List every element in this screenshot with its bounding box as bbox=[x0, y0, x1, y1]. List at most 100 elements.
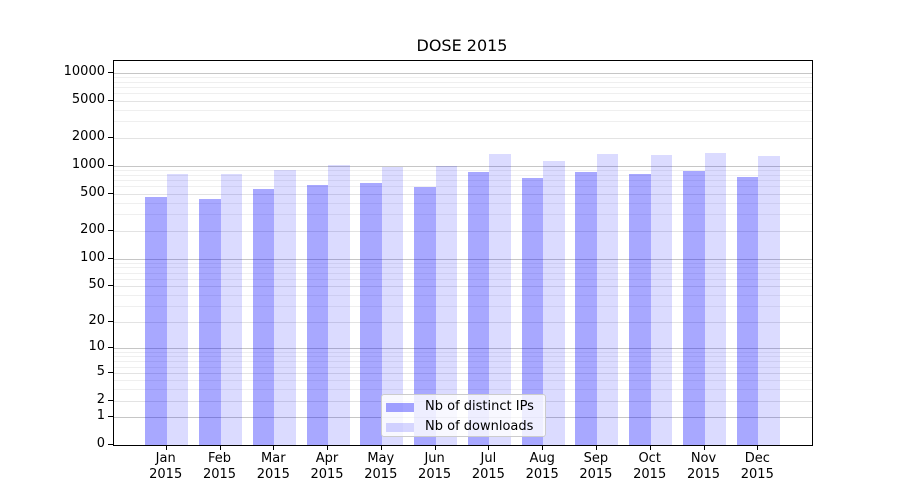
gridline bbox=[114, 214, 812, 216]
x-tick-mark bbox=[165, 445, 167, 450]
y-tick-mark bbox=[108, 136, 113, 138]
x-tick-label: Jul 2015 bbox=[471, 451, 505, 482]
gridline bbox=[114, 193, 812, 195]
gridline bbox=[114, 100, 812, 102]
bar-downloads bbox=[596, 153, 619, 445]
gridline bbox=[114, 93, 812, 95]
gridline bbox=[114, 267, 812, 269]
bar-distinct-ips bbox=[145, 197, 167, 445]
y-tick-label: 500 bbox=[80, 184, 105, 200]
y-tick-label: 1000 bbox=[71, 156, 105, 172]
y-tick-mark bbox=[108, 71, 113, 73]
bar-distinct-ips bbox=[683, 171, 705, 445]
gridline bbox=[114, 352, 812, 354]
y-tick-mark bbox=[108, 257, 113, 259]
y-tick-label: 1 bbox=[96, 408, 105, 424]
plot-area: Nb of distinct IPs Nb of downloads bbox=[113, 60, 813, 446]
gridline bbox=[114, 380, 812, 382]
gridline bbox=[114, 180, 812, 182]
gridline bbox=[114, 278, 812, 280]
y-tick-mark bbox=[108, 371, 113, 373]
x-tick-label: Dec 2015 bbox=[740, 451, 774, 482]
y-tick-label: 200 bbox=[80, 221, 105, 237]
gridline bbox=[114, 366, 812, 368]
x-tick-label: May 2015 bbox=[364, 451, 398, 482]
legend-label-downloads: Nb of downloads bbox=[425, 419, 534, 434]
bar-downloads bbox=[166, 174, 189, 445]
y-tick-label: 0 bbox=[96, 436, 105, 452]
x-tick-mark bbox=[327, 445, 328, 450]
y-tick-mark bbox=[108, 99, 113, 101]
gridline bbox=[114, 348, 812, 350]
chart-title: DOSE 2015 bbox=[416, 36, 508, 55]
gridline bbox=[114, 76, 812, 78]
gridline bbox=[114, 169, 812, 171]
bar-distinct-ips bbox=[629, 173, 651, 445]
gridline bbox=[114, 286, 812, 288]
gridline bbox=[114, 322, 812, 324]
bar-downloads bbox=[435, 165, 458, 445]
y-tick-mark bbox=[108, 399, 113, 401]
y-tick-label: 5 bbox=[96, 363, 105, 379]
y-tick-label: 2000 bbox=[71, 128, 105, 144]
x-tick-mark bbox=[434, 445, 436, 450]
bar-distinct-ips bbox=[306, 185, 328, 445]
gridline bbox=[114, 272, 812, 274]
bar-downloads bbox=[758, 155, 780, 445]
gridline bbox=[114, 109, 812, 111]
bar-distinct-ips bbox=[414, 187, 436, 445]
bar-distinct-ips bbox=[575, 172, 597, 445]
legend-label-distinct-ips: Nb of distinct IPs bbox=[425, 399, 534, 414]
x-tick-label: Apr 2015 bbox=[310, 451, 344, 482]
y-tick-mark bbox=[108, 229, 113, 231]
gridline bbox=[114, 361, 812, 363]
y-tick-label: 10 bbox=[88, 339, 105, 355]
gridline bbox=[114, 165, 812, 167]
y-tick-label: 20 bbox=[88, 313, 105, 329]
bar-downloads bbox=[489, 154, 511, 445]
y-tick-mark bbox=[108, 164, 113, 166]
bar-distinct-ips bbox=[199, 198, 221, 445]
legend-row: Nb of distinct IPs bbox=[386, 397, 545, 417]
legend-swatch-distinct-ips bbox=[386, 402, 414, 412]
x-tick-mark bbox=[488, 445, 490, 450]
gridline bbox=[114, 174, 812, 176]
x-tick-label: Oct 2015 bbox=[633, 451, 667, 482]
gridline bbox=[114, 202, 812, 204]
bar-downloads bbox=[650, 155, 673, 445]
gridline bbox=[114, 295, 812, 296]
x-tick-label: Mar 2015 bbox=[256, 451, 290, 482]
y-tick-mark bbox=[108, 347, 113, 349]
gridline bbox=[114, 86, 812, 88]
bar-downloads bbox=[704, 153, 726, 445]
gridline bbox=[114, 258, 812, 260]
bar-distinct-ips bbox=[521, 178, 544, 445]
bar-downloads bbox=[381, 166, 404, 445]
x-tick-mark bbox=[273, 445, 275, 450]
gridline bbox=[114, 230, 812, 232]
x-tick-label: Sep 2015 bbox=[579, 451, 613, 482]
gridline bbox=[114, 306, 812, 308]
gridline bbox=[114, 372, 812, 374]
x-tick-label: Jun 2015 bbox=[418, 451, 452, 482]
gridline bbox=[114, 356, 812, 358]
x-tick-label: Nov 2015 bbox=[686, 451, 721, 482]
gridline bbox=[114, 121, 812, 123]
bar-distinct-ips bbox=[736, 176, 759, 445]
legend-swatch-downloads bbox=[386, 422, 414, 432]
gridline bbox=[114, 186, 812, 188]
bar-distinct-ips bbox=[467, 172, 490, 445]
y-tick-label: 100 bbox=[80, 249, 105, 265]
y-tick-label: 5000 bbox=[71, 91, 105, 107]
bar-downloads bbox=[274, 169, 296, 445]
y-tick-label: 50 bbox=[88, 277, 105, 293]
y-tick-mark bbox=[108, 192, 113, 194]
y-tick-label: 2 bbox=[96, 391, 105, 407]
gridline bbox=[114, 137, 812, 139]
bar-distinct-ips bbox=[252, 189, 275, 445]
bar-downloads bbox=[220, 173, 242, 445]
x-tick-mark bbox=[219, 445, 221, 450]
gridline bbox=[114, 72, 812, 74]
bar-distinct-ips bbox=[360, 183, 382, 445]
y-tick-mark bbox=[108, 444, 113, 446]
